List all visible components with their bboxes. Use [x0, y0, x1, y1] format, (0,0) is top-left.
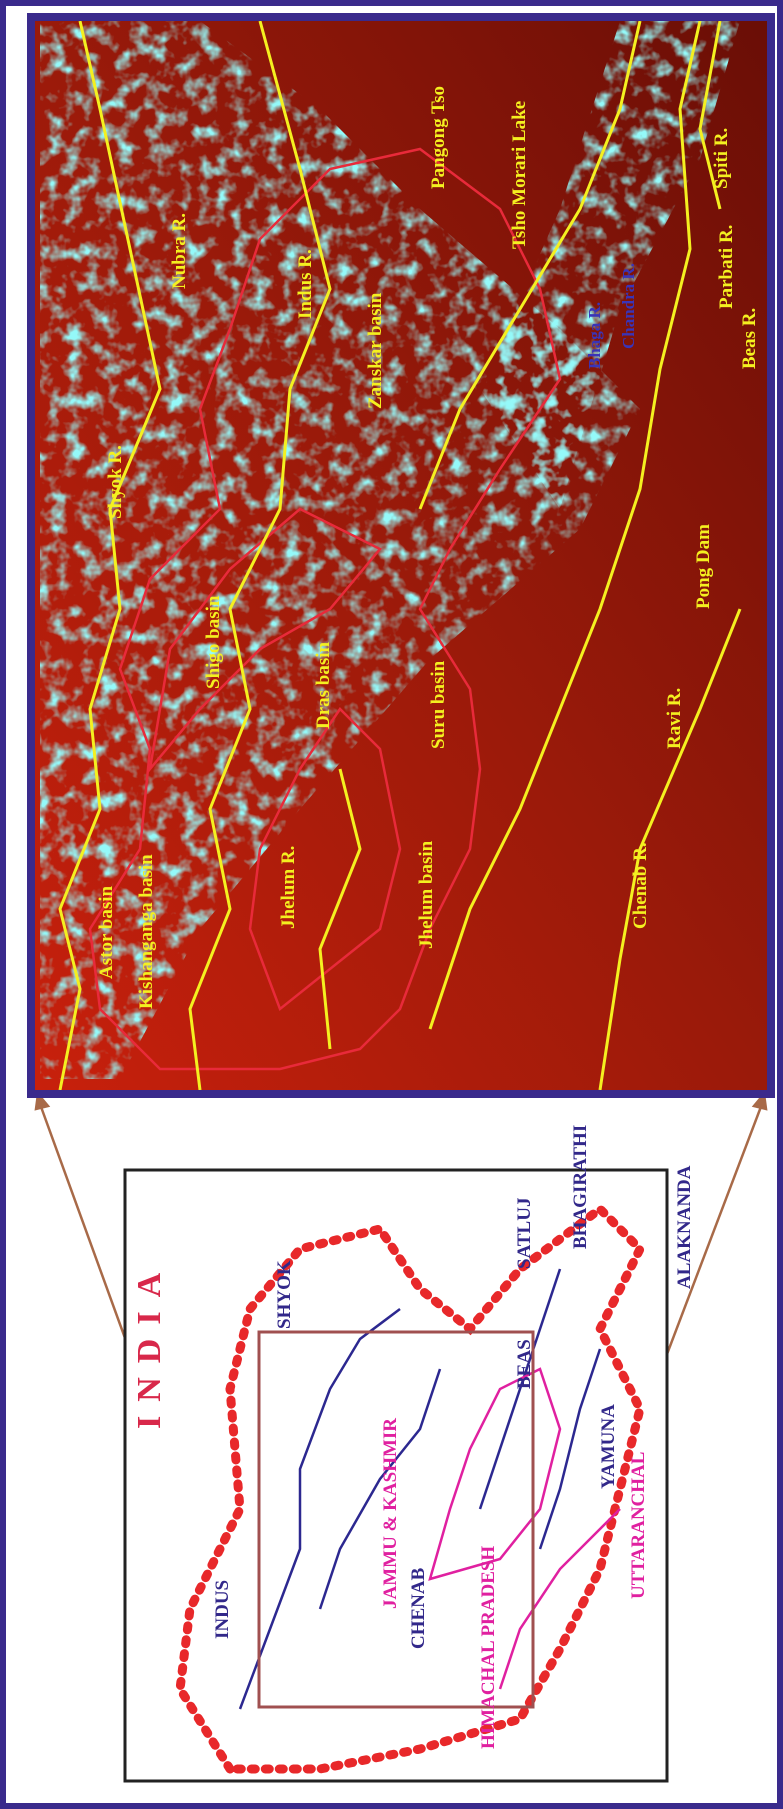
map-label: Tsho Morari Lake: [509, 101, 530, 249]
river-label: BHAGIRATHI: [570, 1125, 591, 1249]
map-label: Nubra R.: [169, 213, 190, 289]
rotated-map: Astor basin Kishanganga basin Jhelum R. Jhe…: [31, 17, 771, 1781]
river-label: CHENAB: [408, 1567, 429, 1649]
river-label: SATLUJ: [514, 1198, 535, 1269]
map-label: Parbati R.: [716, 225, 737, 309]
map-label: Dras basin: [313, 641, 334, 729]
map-label: Chenab R.: [630, 842, 651, 929]
river-label: YAMUNA: [598, 1404, 619, 1489]
map-label: Shyok R.: [105, 445, 126, 519]
state-label: UTTARANCHAL: [628, 1452, 649, 1599]
map-label: Jhelum R.: [278, 846, 299, 929]
river-label: SHYOK: [274, 1260, 295, 1329]
state-label: HIMACHAL PRADESH: [478, 1546, 499, 1749]
inset-title: INDIA: [131, 1259, 168, 1429]
map-label: Zanskar basin: [365, 292, 386, 409]
map-label: Pangong Tso: [428, 86, 449, 189]
map-label: Kishanganga basin: [136, 854, 157, 1009]
map-label: Indus R.: [295, 249, 316, 319]
map-label: Ravi R.: [664, 688, 685, 749]
river-label: ALAKNANDA: [674, 1165, 695, 1289]
map-label: Suru basin: [428, 660, 449, 749]
map-label: Astor basin: [96, 885, 117, 979]
river-label: BEAS: [514, 1339, 535, 1389]
map-figure: Astor basin Kishanganga basin Jhelum R. Jhe…: [0, 0, 783, 1809]
map-label: Spiti R.: [711, 128, 732, 189]
map-label: Bhaga R.: [585, 302, 604, 369]
river-label: INDUS: [212, 1580, 233, 1639]
state-label: JAMMU & KASHMIR: [380, 1418, 401, 1609]
map-label: Jhelum basin: [416, 840, 437, 949]
map-label: Beas R.: [739, 308, 760, 369]
map-label: Pong Dam: [693, 524, 714, 609]
map-label: Shigo basin: [203, 595, 224, 689]
map-label: Chandra R.: [619, 263, 638, 349]
